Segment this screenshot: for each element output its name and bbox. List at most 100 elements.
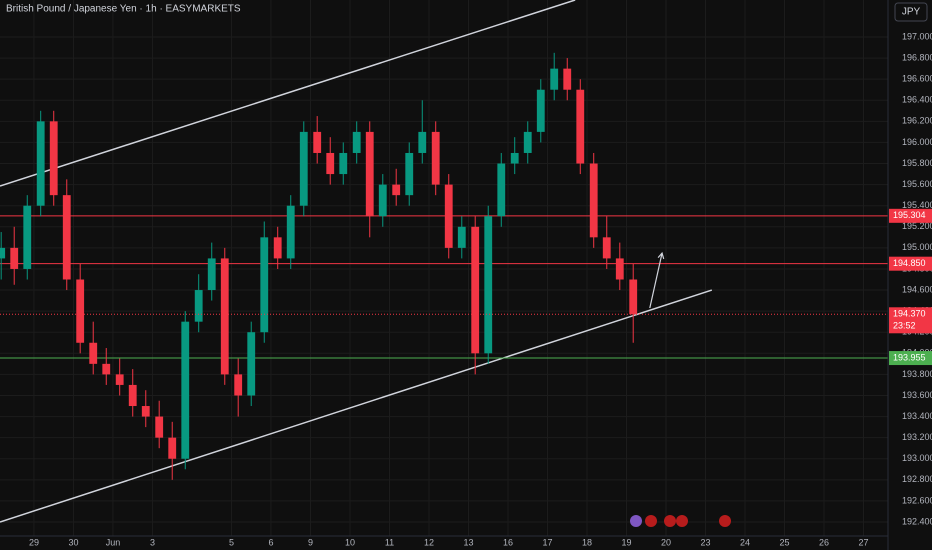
candle-body <box>576 89 585 164</box>
y-tick-label: 192.400 <box>902 516 932 526</box>
level-label: 193.955 <box>893 352 926 362</box>
last-price-tag <box>889 307 932 334</box>
y-tick-label: 195.600 <box>902 179 932 189</box>
currency-button[interactable] <box>894 2 928 22</box>
candle-body <box>602 237 611 259</box>
candle-body <box>510 152 519 164</box>
candle-body <box>0 247 6 259</box>
candle-body <box>141 406 150 417</box>
x-tick-label: 13 <box>463 537 473 547</box>
candle-body <box>89 342 98 364</box>
candle-body <box>194 290 203 322</box>
candle-body <box>444 184 453 248</box>
candle-body <box>471 226 480 354</box>
candle-body <box>365 131 374 217</box>
y-tick-label: 196.800 <box>902 52 932 62</box>
candle-body <box>378 184 387 217</box>
level-label: 195.304 <box>893 210 926 220</box>
chart-title: British Pound / Japanese Yen · 1h · EASY… <box>6 4 241 15</box>
y-tick-label: 196.400 <box>902 95 932 105</box>
x-tick-label: 11 <box>385 537 394 547</box>
y-tick-label: 197.000 <box>902 31 932 41</box>
candle-body <box>273 237 282 259</box>
candle-body <box>10 247 19 269</box>
candle-body <box>128 384 137 407</box>
candle-body <box>181 321 190 459</box>
candle-body <box>339 152 348 175</box>
candle-body <box>484 216 493 354</box>
x-tick-label: 5 <box>229 537 234 547</box>
plot <box>0 0 888 536</box>
candle-body <box>168 437 177 459</box>
level-tag <box>889 351 932 366</box>
x-tick-label: 26 <box>819 537 829 547</box>
x-tick-label: 25 <box>779 537 789 547</box>
x-tick-label: Jun <box>106 537 121 547</box>
candle-body <box>313 131 322 153</box>
candle-body <box>418 131 427 153</box>
y-tick-label: 193.400 <box>902 411 932 421</box>
x-tick-label: 20 <box>661 537 671 547</box>
event-icon <box>645 515 657 527</box>
x-tick-label: 3 <box>150 537 155 547</box>
candle-body <box>550 68 559 90</box>
x-tick-label: 29 <box>29 537 39 547</box>
candle-body <box>234 374 243 396</box>
y-tick-label: 194.600 <box>902 284 932 294</box>
x-tick-label: 30 <box>68 537 78 547</box>
x-tick-label: 10 <box>345 537 355 547</box>
y-tick-label: 195.800 <box>902 158 932 168</box>
y-tick-label: 195.000 <box>902 242 932 252</box>
candle-body <box>102 363 111 375</box>
x-tick-label: 12 <box>424 537 434 547</box>
candle-body <box>299 131 308 206</box>
candle-body <box>629 279 638 315</box>
candle-body <box>536 89 545 132</box>
y-tick-label: 193.600 <box>902 390 932 400</box>
candle-body <box>431 131 440 185</box>
y-tick-label: 196.600 <box>902 74 932 84</box>
x-tick-label: 23 <box>700 537 710 547</box>
candle-body <box>523 131 532 153</box>
candle-body <box>497 163 506 217</box>
candle-body <box>115 374 124 385</box>
y-tick-label: 193.200 <box>902 432 932 442</box>
candle-body <box>207 258 216 291</box>
y-tick-label: 193.000 <box>902 453 932 463</box>
x-tick-label: 19 <box>621 537 631 547</box>
candle-body <box>49 121 58 196</box>
candle-body <box>563 68 572 90</box>
candle-body <box>352 131 361 153</box>
event-icon <box>719 515 731 527</box>
candle-body <box>76 279 85 343</box>
event-icon <box>676 515 688 527</box>
x-tick-label: 18 <box>582 537 592 547</box>
y-tick-label: 193.800 <box>902 369 932 379</box>
candle-body <box>247 332 256 396</box>
trend-line <box>0 289 713 523</box>
candle-body <box>457 226 466 248</box>
y-tick-label: 196.000 <box>902 137 932 147</box>
arrow-head <box>657 251 665 260</box>
level-tag <box>889 256 932 271</box>
candle-body <box>405 152 414 196</box>
y-tick-label: 196.200 <box>902 116 932 126</box>
currency-label: JPY <box>902 7 921 18</box>
y-tick-label: 192.800 <box>902 474 932 484</box>
x-tick-label: 16 <box>503 537 513 547</box>
countdown-label: 23:52 <box>893 321 916 331</box>
level-label: 194.850 <box>893 258 926 268</box>
event-icon <box>630 515 642 527</box>
level-tag <box>889 208 932 223</box>
event-icons <box>630 515 731 527</box>
x-tick-label: 17 <box>542 537 552 547</box>
y-tick-label: 192.600 <box>902 495 932 505</box>
y-tick-label: 195.400 <box>902 200 932 210</box>
candle-body <box>23 205 32 269</box>
candle-body <box>155 416 164 438</box>
last-price-label: 194.370 <box>893 309 926 319</box>
candle-body <box>326 152 335 175</box>
